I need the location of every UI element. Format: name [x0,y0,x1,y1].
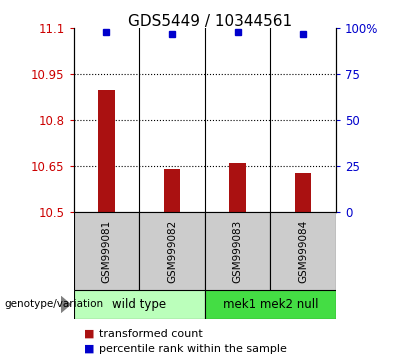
Text: ■: ■ [84,329,94,339]
Text: GSM999082: GSM999082 [167,220,177,283]
Polygon shape [61,296,71,313]
Text: mek1 mek2 null: mek1 mek2 null [223,298,318,311]
Text: ■: ■ [84,344,94,354]
Text: GSM999083: GSM999083 [233,220,243,283]
Text: GSM999084: GSM999084 [298,220,308,283]
Bar [205,290,336,319]
Bar [205,212,270,290]
Bar [74,212,139,290]
Bar [164,170,180,212]
Bar [98,90,115,212]
Bar [229,163,246,212]
Text: GDS5449 / 10344561: GDS5449 / 10344561 [128,14,292,29]
Bar [295,172,311,212]
Text: transformed count: transformed count [99,329,202,339]
Bar [270,212,336,290]
Bar [74,290,205,319]
Text: GSM999081: GSM999081 [101,220,111,283]
Bar [139,212,205,290]
Text: genotype/variation: genotype/variation [4,299,103,309]
Text: percentile rank within the sample: percentile rank within the sample [99,344,286,354]
Text: wild type: wild type [112,298,166,311]
